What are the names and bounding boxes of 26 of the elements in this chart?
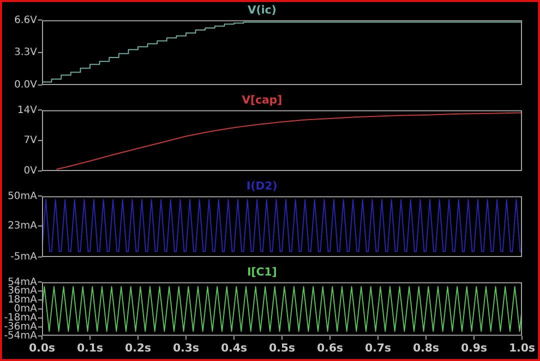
y-tick-label: -36mA [4, 321, 38, 332]
y-tick-label: 6.6V [14, 14, 38, 26]
y-tick-label: 14V [17, 104, 38, 116]
y-tick-label: 0.0V [14, 80, 38, 91]
x-tick-label: 0.8s [412, 341, 440, 354]
x-tick-label: 0.6s [316, 341, 344, 354]
y-tick-label: 3.3V [14, 47, 38, 58]
y-tick-label: 7V [24, 135, 38, 146]
chart-title: I[C1] [247, 265, 277, 278]
y-tick-label: -5mA [10, 252, 38, 263]
x-tick-label: 0.5s [268, 341, 296, 354]
x-tick-label: 0.3s [172, 341, 200, 354]
chart-title: I(D2) [246, 179, 278, 192]
y-tick-label: -54mA [4, 330, 38, 342]
x-tick-label: 0.2s [124, 341, 152, 354]
y-tick-label: 23mA [8, 220, 38, 232]
x-tick-label: 0.7s [364, 341, 392, 354]
x-tick-label: 0.9s [460, 341, 488, 354]
x-tick-label: 0.1s [76, 341, 104, 354]
y-tick-label: 50mA [8, 190, 38, 202]
x-tick-label: 0.0s [28, 341, 56, 354]
x-tick-label: 1.0s [508, 341, 536, 354]
chart-title: V(ic) [248, 3, 276, 16]
x-tick-label: 0.4s [220, 341, 248, 354]
chart-title: V[cap] [242, 93, 282, 106]
y-tick-label: 0V [24, 166, 38, 177]
